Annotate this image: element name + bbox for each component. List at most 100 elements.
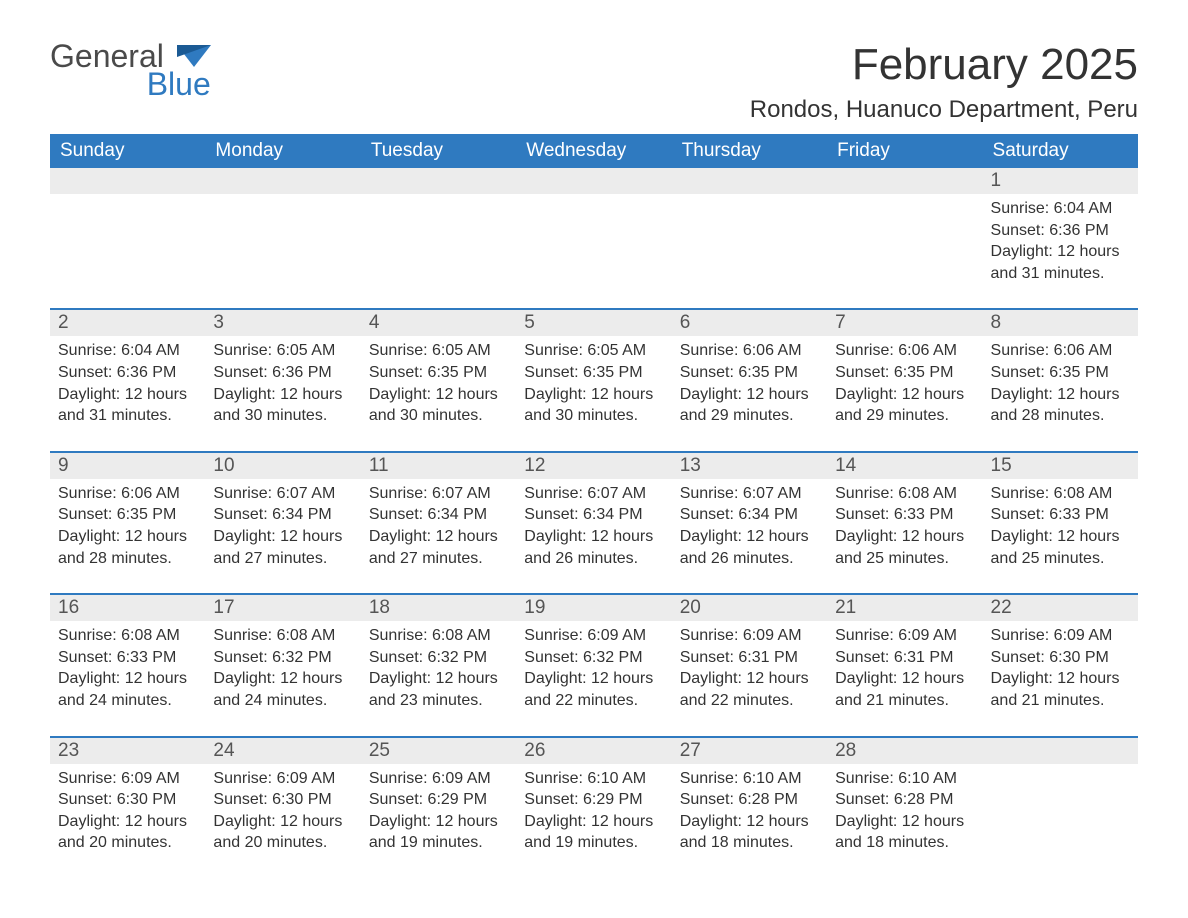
day-detail-cell	[672, 194, 827, 309]
day-number-cell: 24	[205, 737, 360, 764]
day-number-cell: 21	[827, 594, 982, 621]
sunset-text: Sunset: 6:34 PM	[524, 504, 663, 526]
day-number-cell: 15	[983, 452, 1138, 479]
daylight-text: Daylight: 12 hours and 18 minutes.	[835, 811, 974, 854]
sunset-text: Sunset: 6:30 PM	[991, 647, 1130, 669]
sunrise-text: Sunrise: 6:08 AM	[58, 625, 197, 647]
daylight-text: Daylight: 12 hours and 19 minutes.	[369, 811, 508, 854]
day-number-cell: 26	[516, 737, 671, 764]
daylight-text: Daylight: 12 hours and 19 minutes.	[524, 811, 663, 854]
sunrise-text: Sunrise: 6:06 AM	[835, 340, 974, 362]
daynum-row: 1	[50, 168, 1138, 194]
page-title: February 2025	[750, 40, 1138, 90]
weekday-header: Sunday	[50, 134, 205, 168]
sunrise-text: Sunrise: 6:08 AM	[991, 483, 1130, 505]
calendar-table: SundayMondayTuesdayWednesdayThursdayFrid…	[50, 134, 1138, 878]
sunrise-text: Sunrise: 6:05 AM	[369, 340, 508, 362]
day-detail-cell: Sunrise: 6:05 AMSunset: 6:36 PMDaylight:…	[205, 336, 360, 451]
weekday-header: Friday	[827, 134, 982, 168]
day-number-cell: 22	[983, 594, 1138, 621]
day-number-cell: 1	[983, 168, 1138, 194]
day-detail-cell: Sunrise: 6:10 AMSunset: 6:29 PMDaylight:…	[516, 764, 671, 878]
sunset-text: Sunset: 6:29 PM	[524, 789, 663, 811]
sunrise-text: Sunrise: 6:09 AM	[835, 625, 974, 647]
day-detail-cell: Sunrise: 6:04 AMSunset: 6:36 PMDaylight:…	[983, 194, 1138, 309]
daylight-text: Daylight: 12 hours and 22 minutes.	[680, 668, 819, 711]
daylight-text: Daylight: 12 hours and 24 minutes.	[213, 668, 352, 711]
sunrise-text: Sunrise: 6:07 AM	[680, 483, 819, 505]
day-detail-cell: Sunrise: 6:09 AMSunset: 6:30 PMDaylight:…	[50, 764, 205, 878]
daylight-text: Daylight: 12 hours and 22 minutes.	[524, 668, 663, 711]
sunset-text: Sunset: 6:28 PM	[680, 789, 819, 811]
day-number-cell: 17	[205, 594, 360, 621]
day-detail-cell: Sunrise: 6:07 AMSunset: 6:34 PMDaylight:…	[361, 479, 516, 594]
day-number-cell	[516, 168, 671, 194]
sunrise-text: Sunrise: 6:09 AM	[524, 625, 663, 647]
day-detail-cell: Sunrise: 6:08 AMSunset: 6:32 PMDaylight:…	[361, 621, 516, 736]
sunrise-text: Sunrise: 6:09 AM	[680, 625, 819, 647]
day-detail-cell: Sunrise: 6:07 AMSunset: 6:34 PMDaylight:…	[672, 479, 827, 594]
day-detail-cell: Sunrise: 6:09 AMSunset: 6:29 PMDaylight:…	[361, 764, 516, 878]
day-number-cell: 6	[672, 309, 827, 336]
daylight-text: Daylight: 12 hours and 20 minutes.	[213, 811, 352, 854]
sunset-text: Sunset: 6:34 PM	[213, 504, 352, 526]
title-block: February 2025 Rondos, Huanuco Department…	[750, 40, 1138, 124]
day-number-cell: 19	[516, 594, 671, 621]
day-number-cell: 4	[361, 309, 516, 336]
daylight-text: Daylight: 12 hours and 29 minutes.	[835, 384, 974, 427]
day-detail-cell: Sunrise: 6:10 AMSunset: 6:28 PMDaylight:…	[827, 764, 982, 878]
sunset-text: Sunset: 6:30 PM	[213, 789, 352, 811]
sunrise-text: Sunrise: 6:07 AM	[213, 483, 352, 505]
detail-row: Sunrise: 6:04 AMSunset: 6:36 PMDaylight:…	[50, 194, 1138, 309]
weekday-header: Monday	[205, 134, 360, 168]
day-detail-cell: Sunrise: 6:08 AMSunset: 6:32 PMDaylight:…	[205, 621, 360, 736]
day-detail-cell	[205, 194, 360, 309]
day-detail-cell: Sunrise: 6:10 AMSunset: 6:28 PMDaylight:…	[672, 764, 827, 878]
sunset-text: Sunset: 6:35 PM	[835, 362, 974, 384]
sunrise-text: Sunrise: 6:10 AM	[835, 768, 974, 790]
logo-text: General Blue	[50, 40, 211, 100]
sunrise-text: Sunrise: 6:08 AM	[835, 483, 974, 505]
sunset-text: Sunset: 6:30 PM	[58, 789, 197, 811]
day-detail-cell: Sunrise: 6:06 AMSunset: 6:35 PMDaylight:…	[672, 336, 827, 451]
sunrise-text: Sunrise: 6:06 AM	[58, 483, 197, 505]
daylight-text: Daylight: 12 hours and 24 minutes.	[58, 668, 197, 711]
day-number-cell: 7	[827, 309, 982, 336]
sunset-text: Sunset: 6:28 PM	[835, 789, 974, 811]
day-number-cell: 28	[827, 737, 982, 764]
sunrise-text: Sunrise: 6:09 AM	[58, 768, 197, 790]
day-number-cell: 10	[205, 452, 360, 479]
sunset-text: Sunset: 6:31 PM	[835, 647, 974, 669]
sunset-text: Sunset: 6:35 PM	[991, 362, 1130, 384]
sunset-text: Sunset: 6:33 PM	[58, 647, 197, 669]
day-number-cell: 12	[516, 452, 671, 479]
day-number-cell: 9	[50, 452, 205, 479]
day-detail-cell: Sunrise: 6:06 AMSunset: 6:35 PMDaylight:…	[983, 336, 1138, 451]
daynum-row: 9101112131415	[50, 452, 1138, 479]
day-number-cell: 8	[983, 309, 1138, 336]
day-number-cell: 11	[361, 452, 516, 479]
sunset-text: Sunset: 6:35 PM	[680, 362, 819, 384]
day-detail-cell: Sunrise: 6:04 AMSunset: 6:36 PMDaylight:…	[50, 336, 205, 451]
weekday-header: Tuesday	[361, 134, 516, 168]
day-number-cell: 5	[516, 309, 671, 336]
detail-row: Sunrise: 6:08 AMSunset: 6:33 PMDaylight:…	[50, 621, 1138, 736]
daylight-text: Daylight: 12 hours and 21 minutes.	[991, 668, 1130, 711]
sunset-text: Sunset: 6:35 PM	[369, 362, 508, 384]
day-detail-cell	[50, 194, 205, 309]
day-detail-cell: Sunrise: 6:09 AMSunset: 6:31 PMDaylight:…	[672, 621, 827, 736]
sunset-text: Sunset: 6:34 PM	[369, 504, 508, 526]
sunrise-text: Sunrise: 6:04 AM	[58, 340, 197, 362]
day-number-cell	[50, 168, 205, 194]
daylight-text: Daylight: 12 hours and 30 minutes.	[213, 384, 352, 427]
sunrise-text: Sunrise: 6:08 AM	[213, 625, 352, 647]
sunrise-text: Sunrise: 6:06 AM	[680, 340, 819, 362]
daylight-text: Daylight: 12 hours and 23 minutes.	[369, 668, 508, 711]
day-number-cell: 14	[827, 452, 982, 479]
day-number-cell: 3	[205, 309, 360, 336]
day-detail-cell: Sunrise: 6:08 AMSunset: 6:33 PMDaylight:…	[827, 479, 982, 594]
sunrise-text: Sunrise: 6:08 AM	[369, 625, 508, 647]
day-number-cell	[672, 168, 827, 194]
day-detail-cell: Sunrise: 6:06 AMSunset: 6:35 PMDaylight:…	[50, 479, 205, 594]
daylight-text: Daylight: 12 hours and 18 minutes.	[680, 811, 819, 854]
